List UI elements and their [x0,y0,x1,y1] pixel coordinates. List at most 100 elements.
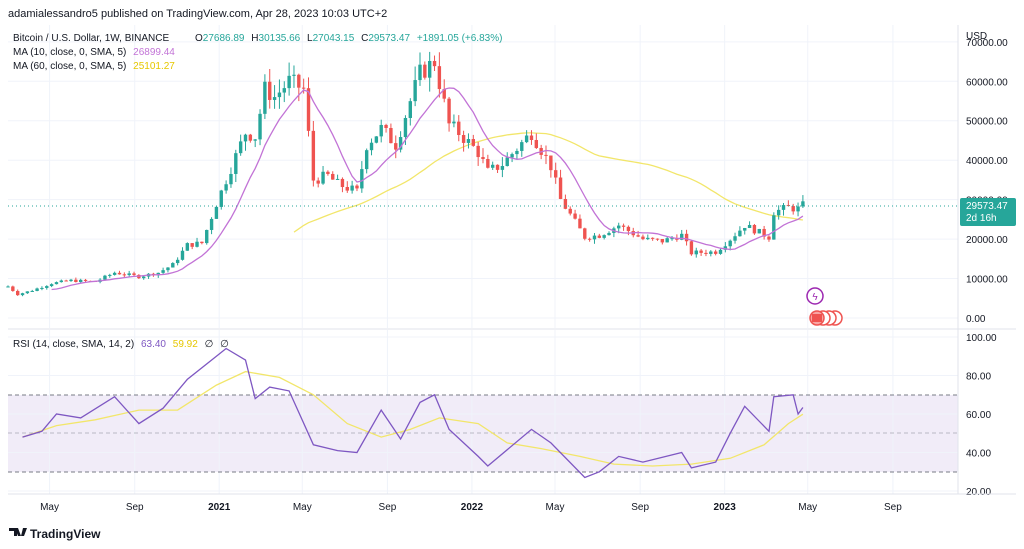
candle-body [360,169,364,189]
rsi-pane[interactable]: RSI (14, close, SMA, 14, 2) 63.40 59.92 … [8,330,958,494]
candle-body [718,249,723,254]
candle-body [180,250,185,260]
candle-body [258,113,262,140]
price-pane[interactable]: Bitcoin / U.S. Dollar, 1W, BINANCE O2768… [6,25,958,328]
candle-body [471,139,476,146]
candle-body [680,233,684,240]
split-event-icon[interactable] [806,287,824,305]
candle-body [665,238,669,243]
candle-body [563,198,568,209]
price-tick-label: 10000.00 [966,275,1008,286]
rsi-ma-value: 59.92 [173,339,198,350]
candle-body [607,232,611,236]
candle-body [234,153,238,174]
candle-body [263,81,267,114]
candle-body [175,259,180,264]
candle-body [403,117,408,138]
time-tick-label: Sep [126,502,144,513]
candle-body [694,250,698,255]
candle-body [326,171,330,174]
candle-body [781,205,786,210]
rsi-tick-label: 20.00 [966,487,991,498]
candle-body [515,150,519,155]
candle-body [495,164,500,170]
time-axis[interactable]: May Sep 2021 May Sep 2022 May Sep 2023 May Sep [8,493,1016,513]
tradingview-brand[interactable]: TradingView [9,527,101,541]
candle-body [437,66,442,90]
candle-body [573,213,577,219]
candle-body [25,291,30,294]
candle-body [122,274,127,276]
candle-body [132,273,136,275]
candle-body [592,235,597,240]
candle-body [171,263,175,268]
candle-body [6,286,10,288]
candle-body [713,251,718,254]
candle-body [529,135,534,140]
ma10-legend: MA (10, close, 0, SMA, 5) 26899.44 [13,47,175,58]
candle-body [500,166,505,170]
candle-body [791,206,795,212]
candle-body [190,243,194,247]
time-tick-label: May [798,502,817,513]
candle-body [112,272,117,275]
candle-body [568,208,572,214]
candle-body [335,178,340,180]
candle-body [801,201,805,207]
candle-body [505,157,509,167]
candle-body [534,139,539,148]
rsi-tick-label: 80.00 [966,372,991,383]
low-value: 27043.15 [313,33,355,44]
tradingview-logo-icon [9,528,27,536]
candle-body [297,74,301,88]
price-tick-label: 0.00 [966,314,986,325]
candle-body [524,135,529,143]
candle-body [200,241,204,244]
candle-body [733,236,737,241]
candle-body [103,275,107,280]
candle-body [481,157,485,159]
candle-body [394,143,398,150]
price-tick-label: 70000.00 [966,38,1008,49]
candle-body [108,274,112,276]
price-tick-label: 20000.00 [966,235,1008,246]
close-label: C [361,33,368,44]
rsi-ma-line [22,370,804,467]
candle-body [79,279,83,283]
candle-body [49,284,54,287]
candle-body [457,121,461,136]
candle-body [776,209,781,216]
candle-body [59,280,64,283]
candle-body [752,224,757,234]
candle-body [35,288,39,291]
candle-body [602,235,606,238]
candle-body [166,267,170,271]
candle-body [636,235,640,237]
candle-body [655,238,660,240]
candle-body [224,184,228,191]
rsi-tick-label: 40.00 [966,449,991,460]
candle-body [626,226,631,232]
candle-body [238,141,243,154]
candle-body [161,270,165,273]
candle-body [490,164,495,168]
time-tick-label: Sep [884,502,902,513]
candle-body [704,252,708,254]
price-axis[interactable]: USD 70000.0060000.0050000.0040000.003000… [957,25,1016,498]
rsi-legend[interactable]: RSI (14, close, SMA, 14, 2) 63.40 59.92 … [13,339,229,350]
candle-body [369,142,374,151]
rsi-extra-1: ∅ [205,339,214,350]
event-markers[interactable]: ϟ [806,287,843,326]
current-price-tag [960,198,1016,226]
candle-body [427,60,432,78]
candle-body [544,154,548,156]
high-label: H [251,33,258,44]
candle-body [432,60,437,67]
candle-body [743,228,747,231]
symbol-legend[interactable]: Bitcoin / U.S. Dollar, 1W, BINANCE O2768… [13,33,502,72]
candle-body [306,88,311,131]
candle-body [54,282,59,285]
candle-body [709,251,713,254]
time-tick-label: May [293,502,312,513]
